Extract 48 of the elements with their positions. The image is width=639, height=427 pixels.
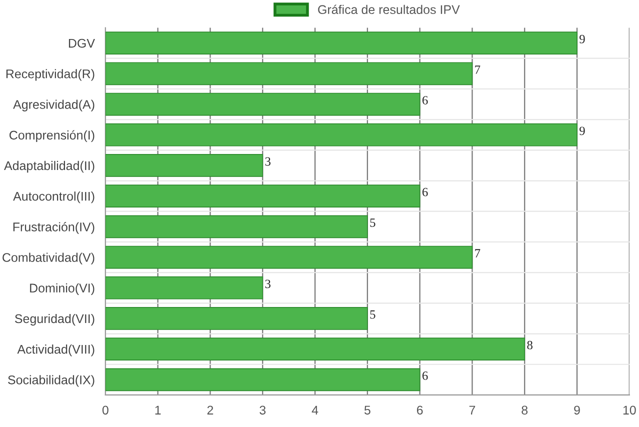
data-label: 9 bbox=[580, 34, 585, 44]
data-label: 6 bbox=[422, 188, 428, 196]
y-tick-label: Actividad(VIII) bbox=[17, 344, 94, 356]
y-tick-label: Agresividad(A) bbox=[13, 100, 94, 112]
x-tick-label: 1 bbox=[155, 406, 161, 414]
bar bbox=[105, 154, 264, 177]
data-label: 5 bbox=[370, 310, 376, 319]
y-tick-label: Autocontrol(III) bbox=[13, 192, 94, 204]
bar bbox=[105, 123, 578, 146]
bar bbox=[105, 62, 473, 86]
x-tick-label: 3 bbox=[260, 406, 266, 415]
bar bbox=[105, 368, 420, 392]
y-tick-label: Receptividad(R) bbox=[6, 69, 94, 81]
bar bbox=[105, 92, 420, 116]
x-tick-label: 6 bbox=[416, 406, 423, 415]
legend-label: Gráfica de resultados IPV bbox=[318, 4, 460, 14]
data-label: 8 bbox=[527, 340, 532, 350]
data-label: 3 bbox=[265, 280, 270, 288]
x-tick-label: 10 bbox=[623, 406, 636, 415]
y-tick-label: Sociabilidad(IX) bbox=[8, 375, 94, 387]
bar bbox=[105, 307, 368, 330]
y-tick-label: Combatividad(V) bbox=[2, 252, 94, 264]
y-tick-label: DGV bbox=[68, 38, 95, 48]
data-label: 7 bbox=[475, 66, 480, 74]
x-tick-label: 0 bbox=[102, 406, 108, 415]
x-tick-label: 5 bbox=[364, 406, 370, 415]
data-label: 6 bbox=[422, 372, 428, 380]
x-tick-label: 2 bbox=[207, 406, 214, 414]
y-tick-label: Frustración(IV) bbox=[13, 222, 94, 234]
bar bbox=[105, 276, 264, 300]
bar bbox=[105, 184, 420, 208]
y-tick-label: Comprensión(I) bbox=[10, 130, 94, 142]
data-label: 5 bbox=[370, 218, 376, 227]
x-tick-label: 8 bbox=[522, 406, 528, 415]
x-tick-label: 7 bbox=[469, 406, 476, 414]
data-label: 7 bbox=[475, 249, 480, 258]
x-tick-label: 9 bbox=[574, 406, 580, 415]
data-label: 9 bbox=[580, 126, 585, 136]
bar bbox=[105, 32, 578, 54]
bar bbox=[105, 338, 526, 361]
bar bbox=[105, 246, 473, 269]
y-tick-label: Seguridad(VII) bbox=[14, 314, 94, 326]
bar bbox=[105, 215, 368, 238]
data-label: 6 bbox=[422, 96, 428, 104]
y-tick-label: Dominio(VI) bbox=[30, 283, 94, 295]
data-label: 3 bbox=[265, 157, 270, 166]
y-tick-label: Adaptabilidad(II) bbox=[4, 160, 94, 173]
x-tick-label: 4 bbox=[312, 406, 318, 414]
